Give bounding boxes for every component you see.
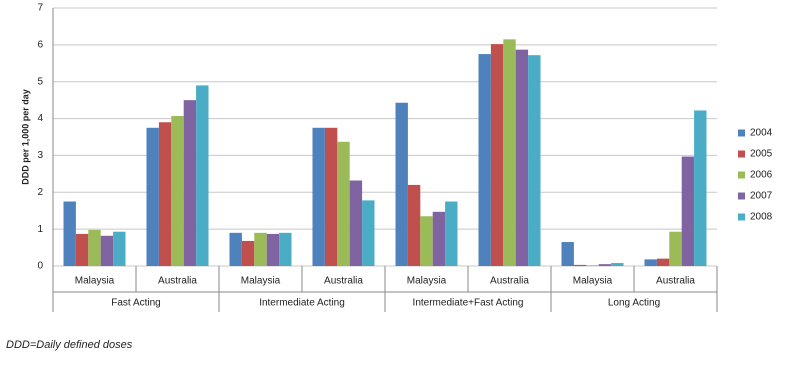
legend-swatch [738,129,745,137]
bar [362,200,375,266]
bar [528,55,541,267]
y-tick-label: 4 [37,113,43,124]
bar [515,49,529,266]
bar [171,115,184,267]
group-label: Fast Acting [111,298,160,309]
x-tick-label: Australia [656,276,695,287]
legend-label: 2004 [750,128,773,139]
legend-swatch [738,171,745,179]
x-tick-label: Australia [158,276,197,287]
y-tick-label: 5 [37,76,43,87]
bar [561,242,574,266]
legend-swatch [738,213,745,221]
y-tick-label: 7 [37,3,43,14]
group-label: Long Acting [608,298,660,309]
bar [324,127,338,267]
bar [312,127,325,267]
x-tick-label: Malaysia [573,276,613,287]
legend-swatch [738,150,745,158]
bar [229,232,242,266]
bar [644,259,657,266]
bar [445,201,458,266]
x-tick-label: Australia [324,276,363,287]
bar [196,85,209,267]
y-tick-label: 2 [37,187,43,198]
x-tick-label: Australia [490,276,529,287]
bar [681,156,695,266]
bar [598,264,612,266]
x-tick-label: Malaysia [75,276,115,287]
x-tick-label: Malaysia [241,276,281,287]
legend-label: 2005 [750,149,773,160]
bar [75,233,89,266]
bar [63,201,76,266]
bar [432,211,446,266]
bar [146,127,159,267]
legend-label: 2008 [750,212,773,223]
legend-label: 2006 [750,170,773,181]
y-tick-label: 6 [37,39,43,50]
footnote: DDD=Daily defined doses [6,339,133,351]
legend-label: 2007 [750,191,773,202]
bar [88,229,101,266]
bar [478,54,491,267]
bar [266,233,280,266]
bar [254,232,267,266]
bar [420,216,433,266]
bar [113,231,126,266]
bar [573,264,587,266]
bar [279,232,292,266]
bar [349,180,363,266]
bar [395,102,408,266]
group-label: Intermediate+Fast Acting [413,298,524,309]
bar [503,39,516,267]
group-label: Intermediate Acting [259,298,345,309]
bar [183,100,197,267]
bar [611,263,624,266]
bar [490,44,504,267]
bar [669,231,682,266]
legend-swatch [738,192,745,200]
bar [586,265,599,266]
y-tick-label: 1 [37,224,43,235]
x-tick-label: Malaysia [407,276,447,287]
bar [337,141,350,266]
bar [158,122,172,266]
bar [100,235,114,266]
bar [241,240,255,266]
y-axis-label: DDD per 1,000 per day [20,89,30,185]
bar [656,258,670,266]
y-tick-label: 3 [37,150,43,161]
bar [694,110,707,266]
bar [407,184,421,266]
y-tick-label: 0 [37,261,43,272]
